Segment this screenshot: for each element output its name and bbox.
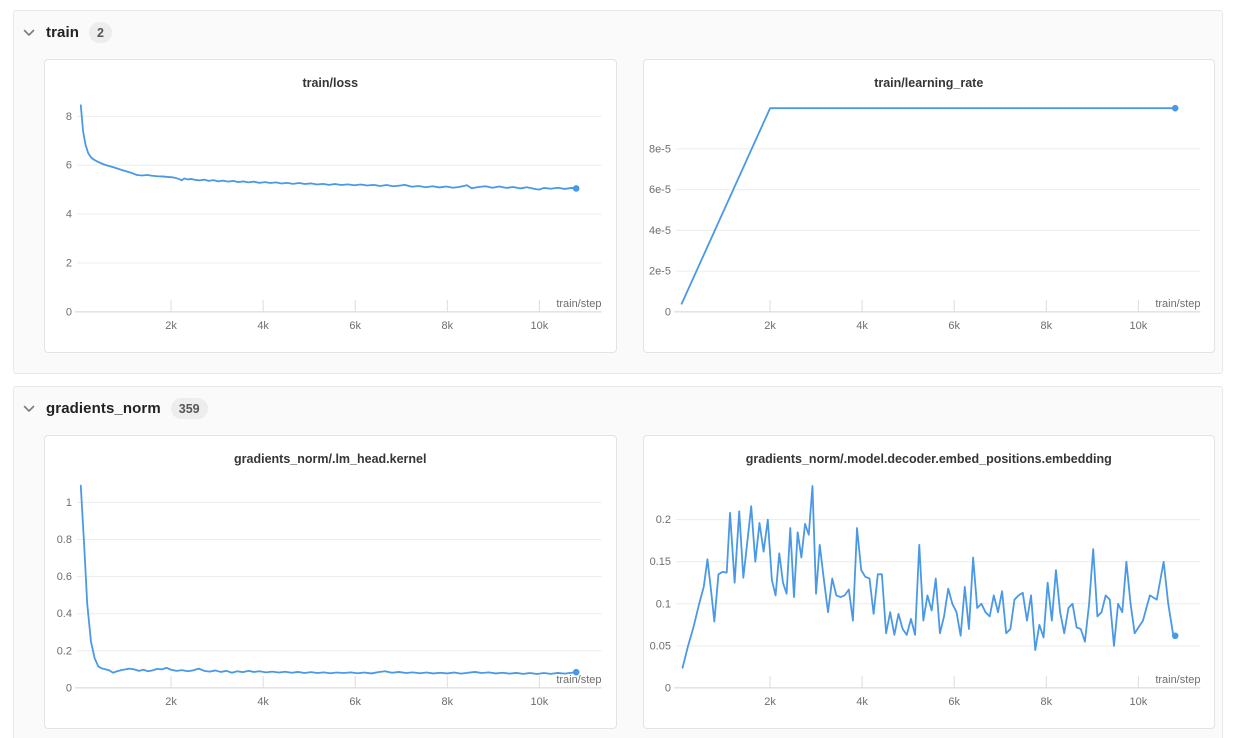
- chart-title: train/loss: [302, 76, 359, 90]
- chart-title: gradients_norm/.model.decoder.embed_posi…: [745, 452, 1112, 466]
- x-axis-title: train/step: [556, 298, 601, 310]
- y-tick-label: 0.8: [57, 534, 72, 546]
- y-tick-label: 6e-5: [648, 184, 670, 196]
- x-tick-label: 4k: [856, 320, 868, 332]
- y-tick-label: 0.6: [57, 571, 72, 583]
- chevron-down-icon[interactable]: [22, 29, 36, 37]
- x-tick-label: 4k: [257, 320, 269, 332]
- section-count-badge: 359: [170, 398, 208, 419]
- y-tick-label: 2: [66, 258, 72, 270]
- x-tick-label: 8k: [441, 696, 453, 708]
- x-tick-label: 6k: [948, 696, 960, 708]
- x-tick-label: 2k: [764, 696, 776, 708]
- section-header[interactable]: train 2: [14, 11, 1222, 59]
- x-tick-label: 8k: [1040, 320, 1052, 332]
- line-chart[interactable]: 0 2e-5 4e-5 6e-5 8e-5 2k 4k 6k 8k 10k train/step: [644, 94, 1215, 350]
- x-tick-label: 2k: [165, 696, 177, 708]
- series-line: [79, 104, 578, 191]
- chart-card[interactable]: gradients_norm/.lm_head.kernel 0 0.2 0.4 0.…: [44, 435, 617, 729]
- x-tick-label: 4k: [856, 696, 868, 708]
- line-chart[interactable]: 0 2 4 6 8 2k 4k 6k 8k 10k train/step: [45, 94, 616, 350]
- y-tick-label: 8e-5: [648, 143, 670, 155]
- charts-grid: train/loss 0 2 4 6 8 2k 4k 6k 8k 10k train/step tr…: [14, 59, 1222, 373]
- chart-title: train/learning_rate: [874, 76, 984, 90]
- y-tick-label: 8: [66, 111, 72, 123]
- x-tick-label: 4k: [257, 696, 269, 708]
- end-point-marker: [1171, 632, 1178, 640]
- section-title: gradients_norm: [46, 400, 161, 417]
- x-tick-label: 6k: [349, 696, 361, 708]
- section-count-badge: 2: [89, 22, 112, 43]
- y-tick-label: 0: [664, 306, 670, 318]
- x-tick-label: 2k: [764, 320, 776, 332]
- chart-card[interactable]: train/learning_rate 0 2e-5 4e-5 6e-5 8e-5 2k 4…: [642, 59, 1215, 353]
- charts-grid: gradients_norm/.lm_head.kernel 0 0.2 0.4 0.…: [14, 435, 1222, 738]
- x-tick-label: 2k: [165, 320, 177, 332]
- y-tick-label: 0.15: [649, 556, 670, 568]
- chart-card[interactable]: train/loss 0 2 4 6 8 2k 4k 6k 8k 10k train/step: [44, 59, 617, 353]
- y-tick-label: 0.05: [649, 640, 670, 652]
- end-point-marker: [1171, 104, 1178, 112]
- y-tick-label: 0.1: [655, 598, 670, 610]
- x-tick-label: 6k: [349, 320, 361, 332]
- line-chart[interactable]: 0 0.2 0.4 0.6 0.8 1 2k 4k 6k 8k 10k train/step: [45, 470, 616, 726]
- x-tick-label: 10k: [531, 696, 549, 708]
- x-tick-label: 8k: [1040, 696, 1052, 708]
- y-tick-label: 0.2: [655, 514, 670, 526]
- y-tick-label: 0.4: [57, 608, 72, 620]
- series-line: [680, 107, 1176, 305]
- y-tick-label: 0: [66, 306, 72, 318]
- x-axis-title: train/step: [1155, 674, 1200, 686]
- x-axis-title: train/step: [1155, 298, 1200, 310]
- end-point-marker: [572, 185, 580, 192]
- y-tick-label: 0: [664, 682, 670, 694]
- series-line: [79, 484, 578, 675]
- section-title: train: [46, 24, 80, 41]
- metric-section: train 2 train/loss 0 2 4 6 8 2k 4k 6k 8k 10k train…: [13, 10, 1223, 374]
- y-tick-label: 0.2: [57, 645, 72, 657]
- y-tick-label: 2e-5: [648, 266, 670, 278]
- x-tick-label: 6k: [948, 320, 960, 332]
- line-chart[interactable]: 0 0.05 0.1 0.15 0.2 2k 4k 6k 8k 10k train/step: [644, 470, 1215, 726]
- x-axis-title: train/step: [556, 674, 601, 686]
- x-tick-label: 10k: [531, 320, 549, 332]
- y-tick-label: 0: [66, 682, 72, 694]
- x-tick-label: 8k: [441, 320, 453, 332]
- section-header[interactable]: gradients_norm 359: [14, 387, 1222, 435]
- y-tick-label: 6: [66, 160, 72, 172]
- x-tick-label: 10k: [1129, 320, 1147, 332]
- series-line: [681, 485, 1176, 669]
- y-tick-label: 4: [66, 209, 72, 221]
- end-point-marker: [572, 668, 580, 676]
- y-tick-label: 1: [66, 497, 72, 509]
- chevron-down-icon[interactable]: [22, 405, 36, 413]
- y-tick-label: 4e-5: [648, 225, 670, 237]
- x-tick-label: 10k: [1129, 696, 1147, 708]
- chart-card[interactable]: gradients_norm/.model.decoder.embed_posi…: [642, 435, 1215, 729]
- metric-section: gradients_norm 359 gradients_norm/.lm_he…: [13, 386, 1223, 738]
- chart-title: gradients_norm/.lm_head.kernel: [234, 452, 427, 466]
